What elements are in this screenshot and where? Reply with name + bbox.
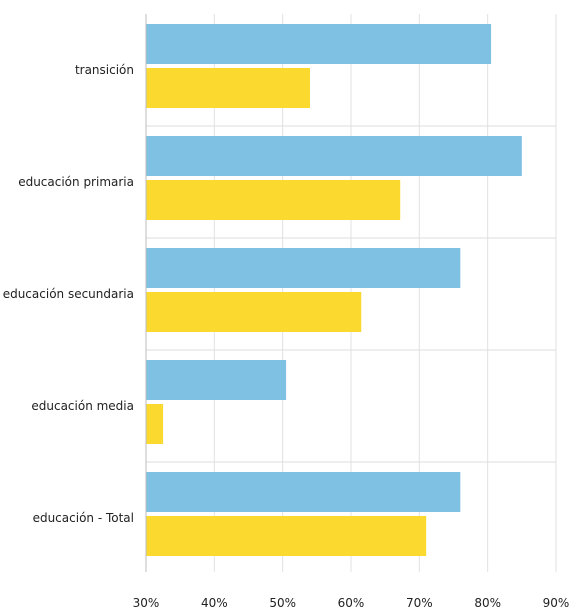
- bar-series-1: [146, 136, 522, 176]
- x-tick-label: 40%: [201, 596, 228, 610]
- bar-series-2: [146, 516, 427, 556]
- bar-series-1: [146, 248, 461, 288]
- x-tick-label: 90%: [543, 596, 570, 610]
- bar-series-2: [146, 68, 310, 108]
- x-axis-tick-labels: 30% 40% 50% 60% 70% 80% 90%: [133, 596, 570, 610]
- category-label: educación media: [31, 399, 134, 413]
- category-label: educación - Total: [33, 511, 134, 525]
- category-label: transición: [75, 63, 134, 77]
- bar-series-1: [146, 24, 492, 64]
- bar-series-2: [146, 404, 164, 444]
- bar-series-1: [146, 360, 287, 400]
- bar-series-2: [146, 180, 401, 220]
- x-tick-label: 60%: [338, 596, 365, 610]
- category-separators: [146, 125, 556, 463]
- x-tick-label: 70%: [406, 596, 433, 610]
- category-label: educación secundaria: [3, 287, 134, 301]
- bar-series-2: [146, 292, 362, 332]
- bars: [146, 24, 522, 556]
- x-tick-label: 80%: [474, 596, 501, 610]
- x-tick-label: 30%: [133, 596, 160, 610]
- category-labels: transición educación primaria educación se…: [3, 63, 134, 525]
- bar-series-1: [146, 472, 461, 512]
- category-label: educación primaria: [18, 175, 134, 189]
- x-tick-label: 50%: [269, 596, 296, 610]
